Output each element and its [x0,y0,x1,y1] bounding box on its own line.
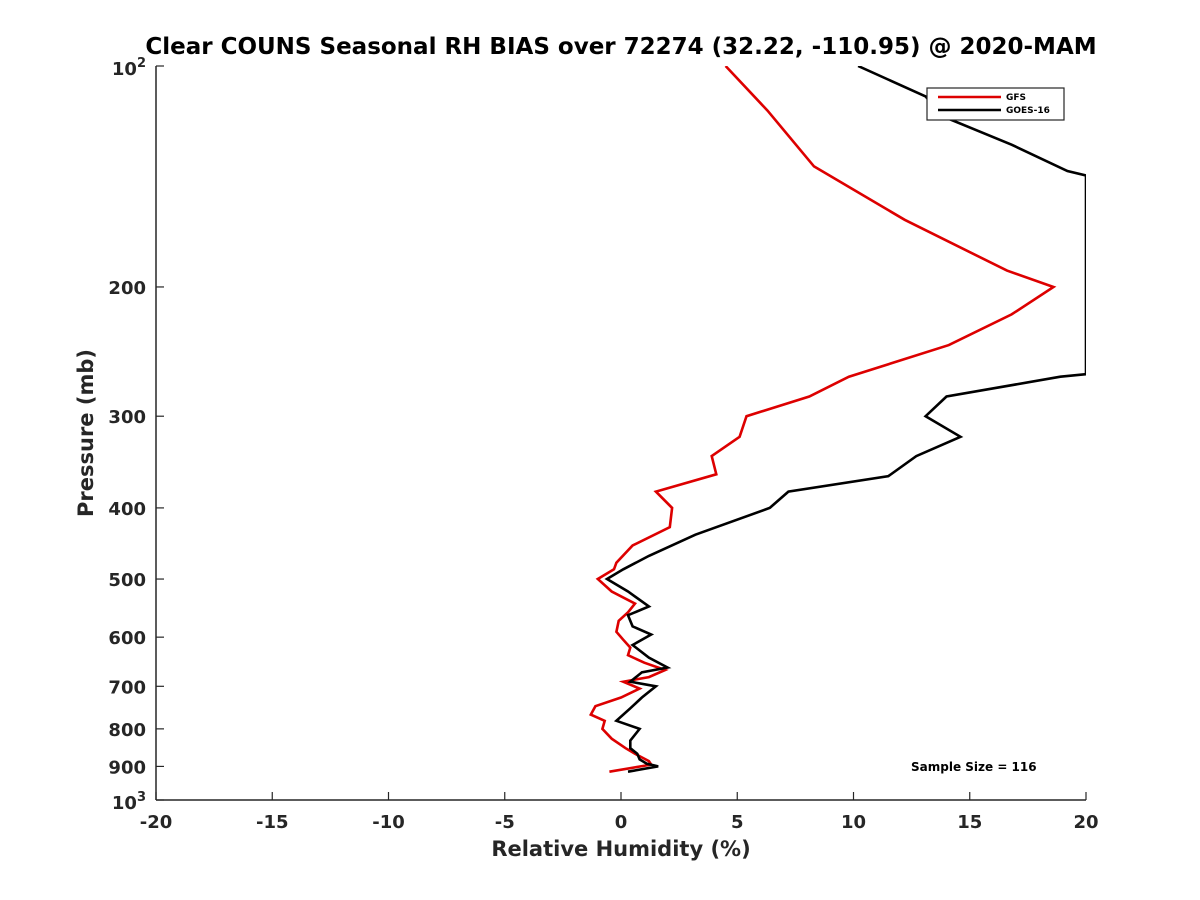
x-tick-label: 20 [1073,812,1098,833]
series [588,66,1086,773]
x-ticks: -20 -15 -10 -5 0 5 10 15 20 [140,792,1099,833]
x-tick-label: 0 [615,812,628,833]
y-tick-label: 500 [108,570,146,591]
y-tick-label: 200 [108,278,146,299]
y-axis-label: Pressure (mb) [74,349,98,517]
axes [155,66,1086,801]
series-line-goes-16 [604,66,1086,773]
chart-title: Clear COUNS Seasonal RH BIAS over 72274 … [145,34,1096,60]
legend: GFS GOES-16 [926,87,1065,121]
y-tick-label: 400 [108,499,146,520]
x-axis-label: Relative Humidity (%) [491,837,750,861]
y-tick-label: 600 [108,628,146,649]
x-tick-label: -20 [140,812,173,833]
y-ticks: 200 300 400 500 600 700 800 900 102 103 [108,56,164,814]
x-tick-label: 5 [731,812,744,833]
y-tick-label: 700 [108,677,146,698]
x-tick-label: 15 [957,812,982,833]
x-tick-label: -5 [495,812,515,833]
legend-label-gfs: GFS [1006,93,1026,103]
x-tick-label: -10 [372,812,405,833]
legend-box [926,87,1065,121]
y-tick-label: 900 [108,757,146,778]
y-exp-tick-label: 103 [112,790,146,814]
legend-label-goes-16: GOES-16 [1006,106,1050,116]
series-line-gfs [588,66,1057,773]
y-tick-label: 800 [108,720,146,741]
y-tick-label: 300 [108,407,146,428]
x-tick-label: 10 [841,812,866,833]
x-tick-label: -15 [256,812,289,833]
sample-size-annotation: Sample Size = 116 [911,760,1037,774]
y-exp-tick-label: 102 [112,56,146,80]
